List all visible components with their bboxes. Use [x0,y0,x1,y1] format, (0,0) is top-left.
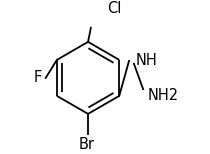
Text: F: F [34,70,42,85]
Text: NH2: NH2 [147,88,178,103]
Text: NH: NH [136,53,158,68]
Text: Br: Br [79,137,95,152]
Text: Cl: Cl [107,2,121,16]
